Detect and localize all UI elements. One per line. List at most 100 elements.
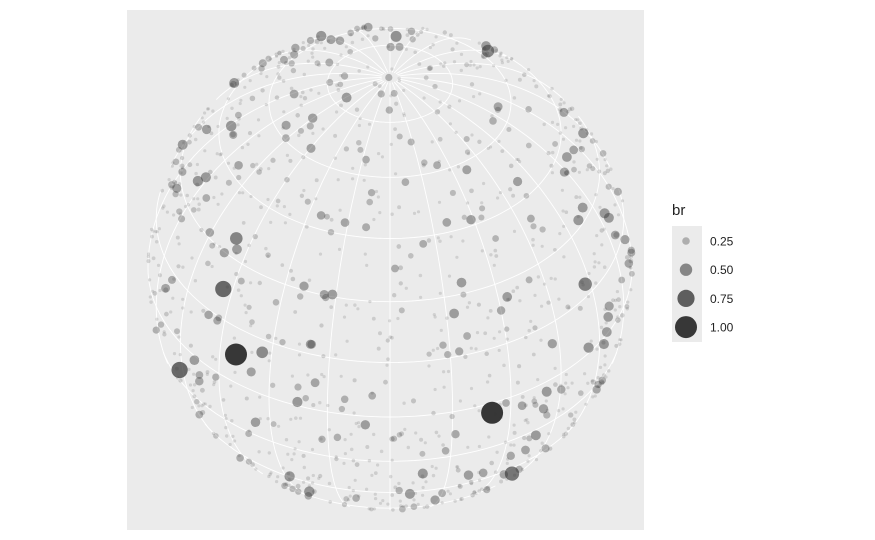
- star-point: [236, 454, 244, 462]
- legend: br 0.25 0.50 0.75 1.00: [672, 202, 734, 342]
- star-point: [405, 27, 409, 31]
- star-point: [530, 223, 537, 230]
- star-point: [589, 339, 593, 343]
- star-point: [475, 330, 480, 335]
- star-point: [151, 229, 155, 233]
- star-point: [520, 394, 525, 399]
- star-point: [294, 383, 302, 391]
- star-point: [485, 380, 490, 384]
- star-point: [601, 340, 606, 345]
- star-point: [172, 179, 177, 185]
- star-point: [526, 67, 531, 72]
- star-point: [211, 431, 216, 436]
- star-point: [421, 26, 425, 30]
- star-point: [307, 43, 311, 48]
- star-point: [168, 181, 176, 189]
- legend-title: br: [672, 202, 685, 219]
- star-point: [295, 483, 301, 489]
- star-point: [197, 202, 201, 206]
- star-point: [620, 235, 630, 245]
- star-point: [419, 295, 423, 299]
- star-point: [191, 207, 197, 213]
- star-point: [334, 455, 338, 459]
- star-point: [266, 197, 270, 202]
- star-point: [195, 410, 204, 419]
- star-point: [512, 430, 517, 435]
- star-point: [187, 367, 191, 372]
- star-point: [578, 128, 589, 139]
- star-point: [604, 375, 608, 379]
- star-point: [160, 188, 165, 193]
- star-point: [329, 217, 334, 222]
- star-point: [560, 188, 564, 192]
- star-point: [297, 440, 301, 444]
- star-point: [297, 353, 302, 357]
- star-point: [479, 205, 486, 212]
- star-point: [456, 165, 461, 169]
- star-point: [398, 307, 405, 314]
- star-point: [192, 175, 204, 187]
- star-point: [156, 263, 161, 267]
- star-point: [343, 452, 347, 456]
- star-point: [424, 480, 428, 484]
- star-point: [389, 436, 395, 442]
- star-point: [524, 335, 528, 340]
- star-point: [169, 310, 173, 314]
- star-point: [155, 230, 159, 234]
- grid-meridian: [351, 28, 389, 73]
- star-point: [258, 395, 262, 399]
- star-point: [578, 139, 582, 143]
- star-point: [302, 465, 306, 470]
- star-point: [178, 378, 183, 383]
- star-point: [335, 62, 340, 66]
- star-point: [214, 357, 218, 361]
- star-point: [298, 416, 303, 420]
- star-point: [434, 35, 438, 39]
- star-point: [561, 407, 565, 411]
- star-point: [596, 376, 600, 380]
- star-point: [178, 167, 187, 176]
- star-point: [546, 94, 551, 98]
- star-point: [283, 60, 289, 66]
- star-point: [314, 38, 320, 45]
- star-point: [186, 203, 191, 207]
- star-point: [577, 305, 583, 311]
- star-point: [340, 218, 350, 227]
- star-point: [370, 391, 374, 395]
- legend-key-2: [679, 263, 693, 276]
- star-point: [526, 214, 535, 223]
- star-point: [605, 183, 612, 190]
- star-point: [349, 432, 353, 436]
- star-point: [518, 299, 522, 303]
- star-point: [433, 315, 437, 319]
- star-point: [547, 432, 551, 436]
- star-point: [449, 235, 453, 239]
- star-point: [174, 328, 180, 335]
- star-point: [397, 481, 401, 486]
- star-point: [281, 482, 288, 490]
- star-point: [345, 339, 349, 343]
- star-point: [372, 81, 378, 87]
- legend-label-1: 0.25: [710, 235, 734, 249]
- star-point: [469, 346, 473, 350]
- star-point: [480, 201, 484, 205]
- star-point: [624, 255, 630, 260]
- star-point: [275, 198, 281, 204]
- star-point: [421, 493, 425, 497]
- star-point: [440, 501, 444, 505]
- star-point: [352, 378, 357, 383]
- star-point: [357, 123, 361, 128]
- star-point: [567, 306, 571, 310]
- star-point: [597, 169, 602, 174]
- star-point: [202, 194, 211, 202]
- star-point: [468, 479, 474, 485]
- star-point: [455, 255, 459, 259]
- star-point: [572, 417, 577, 422]
- star-point: [205, 372, 209, 376]
- star-point: [154, 239, 159, 244]
- star-point: [395, 42, 404, 51]
- legend-label-4: 1.00: [710, 321, 734, 335]
- star-point: [229, 384, 233, 388]
- star-point: [311, 403, 316, 408]
- star-point: [540, 304, 544, 308]
